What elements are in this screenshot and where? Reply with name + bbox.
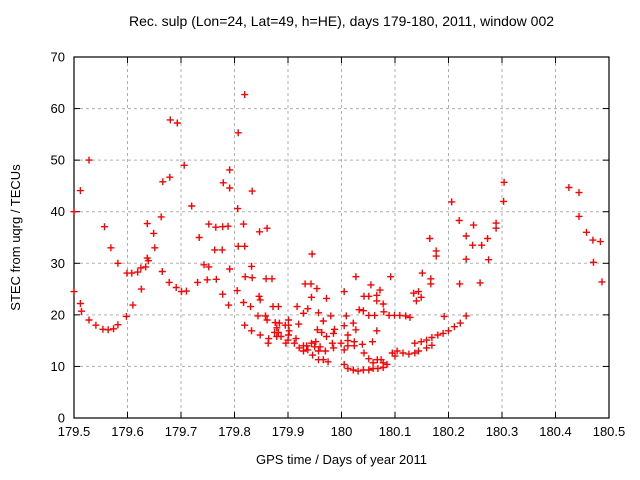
svg-text:60: 60 <box>51 101 65 116</box>
x-tick-labels: 179.5 179.6 179.7 179.8 179.9 180 180.1 180.2 18… <box>58 424 626 439</box>
y-axis-label: STEC from uqrg / TECUs <box>8 164 23 311</box>
svg-text:40: 40 <box>51 204 65 219</box>
svg-text:30: 30 <box>51 256 65 271</box>
svg-text:180.1: 180.1 <box>379 424 412 439</box>
svg-text:0: 0 <box>58 411 65 426</box>
svg-text:179.9: 179.9 <box>272 424 305 439</box>
grid-lines <box>74 57 609 418</box>
svg-text:180.3: 180.3 <box>486 424 519 439</box>
svg-text:180.5: 180.5 <box>593 424 626 439</box>
chart-title: Rec. sulp (Lon=24, Lat=49, h=HE), days 1… <box>128 13 555 29</box>
svg-text:179.6: 179.6 <box>111 424 144 439</box>
svg-text:180.4: 180.4 <box>539 424 572 439</box>
svg-text:20: 20 <box>51 307 65 322</box>
svg-text:50: 50 <box>51 153 65 168</box>
data-points <box>70 91 606 375</box>
svg-text:179.5: 179.5 <box>58 424 91 439</box>
svg-text:179.7: 179.7 <box>165 424 198 439</box>
svg-text:180: 180 <box>331 424 353 439</box>
y-tick-labels: 0 10 20 30 40 50 60 70 <box>51 50 65 426</box>
x-axis-label: GPS time / Days of year 2011 <box>256 452 427 467</box>
svg-text:70: 70 <box>51 50 65 65</box>
svg-text:10: 10 <box>51 359 65 374</box>
svg-text:179.8: 179.8 <box>218 424 251 439</box>
plot-frame <box>73 56 610 419</box>
svg-text:180.2: 180.2 <box>432 424 465 439</box>
